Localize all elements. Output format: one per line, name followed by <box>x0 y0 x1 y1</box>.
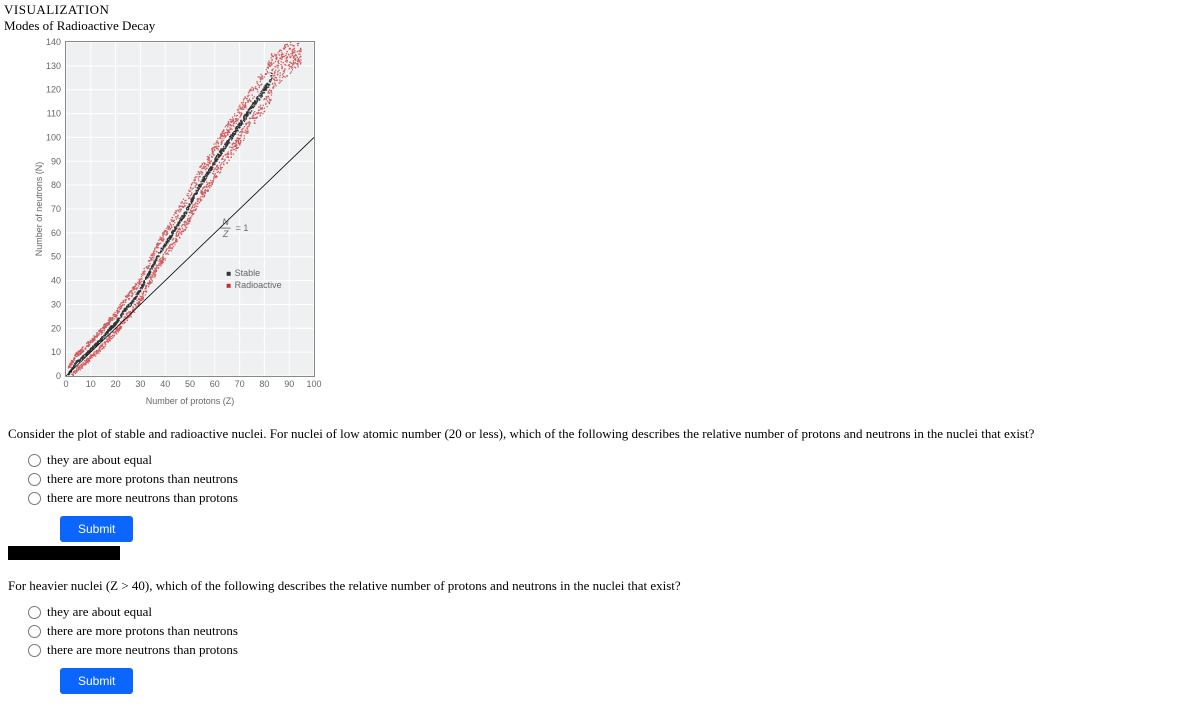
svg-text:Number of protons (Z): Number of protons (Z) <box>146 396 235 406</box>
q2-option-3-label: there are more neutrons than protons <box>47 642 238 658</box>
svg-text:70: 70 <box>51 204 61 214</box>
q1-option-3[interactable]: there are more neutrons than protons <box>28 490 1196 506</box>
svg-text:110: 110 <box>47 109 61 119</box>
svg-text:Z: Z <box>222 229 229 239</box>
q1-radio-1[interactable] <box>28 454 41 467</box>
q2-option-1[interactable]: they are about equal <box>28 604 1196 620</box>
q1-option-1-label: they are about equal <box>47 452 152 468</box>
svg-text:100: 100 <box>46 132 61 142</box>
svg-text:130: 130 <box>46 61 61 71</box>
q1-radio-2[interactable] <box>28 473 41 486</box>
svg-text:10: 10 <box>86 379 96 389</box>
page-kicker: VISUALIZATION <box>4 2 1196 18</box>
q1-submit-button[interactable]: Submit <box>60 516 133 542</box>
svg-text:0: 0 <box>63 379 68 389</box>
svg-text:20: 20 <box>111 379 121 389</box>
q2-submit-button[interactable]: Submit <box>60 668 133 694</box>
q2-option-3[interactable]: there are more neutrons than protons <box>28 642 1196 658</box>
svg-text:Stable: Stable <box>235 268 261 278</box>
svg-text:N: N <box>222 217 229 227</box>
svg-text:50: 50 <box>185 379 195 389</box>
svg-text:60: 60 <box>210 379 220 389</box>
question-1-options: they are about equal there are more prot… <box>28 452 1196 506</box>
svg-text:30: 30 <box>135 379 145 389</box>
svg-text:= 1: = 1 <box>236 223 249 233</box>
nuclide-chart: 0 10 20 30 40 50 60 70 80 90 100 0 10 20 30 40 50 60 70 80 9… <box>30 38 330 408</box>
q2-radio-1[interactable] <box>28 606 41 619</box>
svg-text:Number of neutrons (N): Number of neutrons (N) <box>34 162 44 257</box>
svg-text:30: 30 <box>51 299 61 309</box>
q2-option-2-label: there are more protons than neutrons <box>47 623 238 639</box>
svg-text:0: 0 <box>56 371 61 381</box>
q1-radio-3[interactable] <box>28 492 41 505</box>
page-title: Modes of Radioactive Decay <box>4 18 1196 34</box>
svg-text:60: 60 <box>51 228 61 238</box>
svg-text:40: 40 <box>51 276 61 286</box>
q1-option-1[interactable]: they are about equal <box>28 452 1196 468</box>
svg-text:20: 20 <box>51 323 61 333</box>
svg-text:70: 70 <box>235 379 245 389</box>
question-2-text: For heavier nuclei (Z > 40), which of th… <box>8 578 1196 594</box>
svg-text:80: 80 <box>51 180 61 190</box>
svg-text:90: 90 <box>51 156 61 166</box>
svg-text:90: 90 <box>284 379 294 389</box>
svg-text:40: 40 <box>160 379 170 389</box>
question-1-text: Consider the plot of stable and radioact… <box>8 426 1196 442</box>
q2-radio-3[interactable] <box>28 644 41 657</box>
q2-radio-2[interactable] <box>28 625 41 638</box>
q1-option-2[interactable]: there are more protons than neutrons <box>28 471 1196 487</box>
q2-option-2[interactable]: there are more protons than neutrons <box>28 623 1196 639</box>
svg-text:100: 100 <box>306 379 321 389</box>
svg-text:10: 10 <box>51 347 61 357</box>
q2-option-1-label: they are about equal <box>47 604 152 620</box>
q1-option-2-label: there are more protons than neutrons <box>47 471 238 487</box>
redaction-bar <box>8 546 120 560</box>
q1-option-3-label: there are more neutrons than protons <box>47 490 238 506</box>
svg-text:120: 120 <box>46 85 61 95</box>
svg-text:Radioactive: Radioactive <box>235 280 282 290</box>
svg-text:50: 50 <box>51 252 61 262</box>
svg-text:80: 80 <box>259 379 269 389</box>
svg-text:140: 140 <box>46 38 61 47</box>
question-2-options: they are about equal there are more prot… <box>28 604 1196 658</box>
